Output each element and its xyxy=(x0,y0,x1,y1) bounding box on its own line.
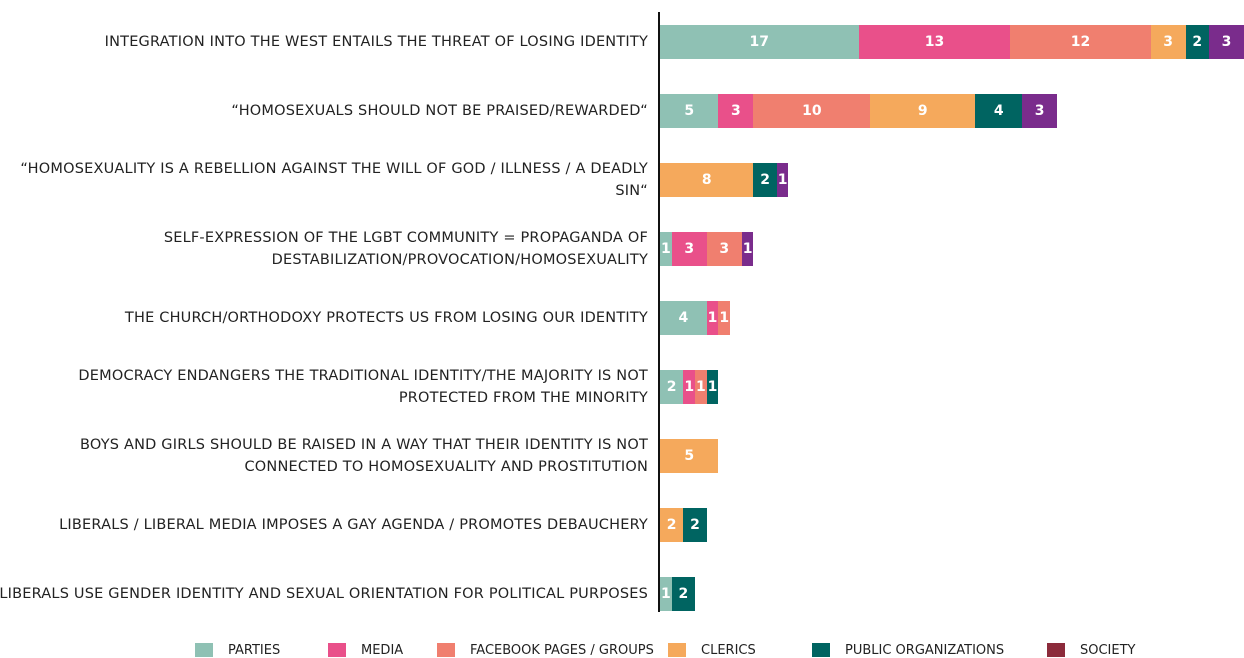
bar-segment: 1 xyxy=(683,370,696,404)
bar-segment: 5 xyxy=(660,94,719,128)
data-label: 4 xyxy=(678,310,689,326)
bar-segment: 2 xyxy=(660,508,684,542)
bar-segment: 2 xyxy=(660,370,684,404)
data-label: 3 xyxy=(719,241,730,257)
data-label: 1 xyxy=(777,172,788,188)
data-label: 2 xyxy=(760,172,770,188)
data-label: 2 xyxy=(678,586,689,602)
category-label: DEMOCRACY ENDANGERS THE TRADITIONAL IDEN… xyxy=(78,368,648,406)
bar-segment: 12 xyxy=(1010,25,1151,59)
bar-segment: 3 xyxy=(1022,94,1058,128)
data-label: 1 xyxy=(660,586,671,602)
bar-segment: 13 xyxy=(858,25,1011,59)
data-label: 3 xyxy=(1034,103,1045,119)
category-label: INTEGRATION INTO THE WEST ENTAILS THE TH… xyxy=(104,34,648,50)
data-label: 3 xyxy=(1163,34,1173,50)
category-label: “HOMOSEXUALS SHOULD NOT BE PRAISED/REWAR… xyxy=(231,103,648,119)
category-label: LIBERALS / LIBERAL MEDIA IMPOSES A GAY A… xyxy=(59,517,648,533)
legend-swatch xyxy=(195,643,213,657)
category-label: LIBERALS USE GENDER IDENTITY AND SEXUAL … xyxy=(0,586,648,602)
legend-label: FACEBOOK PAGES / GROUPS xyxy=(470,643,654,658)
bar-segment: 17 xyxy=(660,25,859,59)
bar-segment: 9 xyxy=(870,94,976,128)
legend-swatch xyxy=(668,643,686,657)
bar-segment: 3 xyxy=(706,232,742,266)
data-label: 1 xyxy=(707,310,718,326)
data-label: 1 xyxy=(707,379,718,395)
data-label: 2 xyxy=(666,379,677,395)
data-label: 5 xyxy=(684,103,695,119)
bar-segment: 2 xyxy=(683,508,707,542)
legend-label: MEDIA xyxy=(361,643,404,658)
bar-segment: 1 xyxy=(718,301,731,335)
legend-label: CLERICS xyxy=(701,643,756,658)
data-label: 1 xyxy=(719,310,730,326)
bar-segment: 3 xyxy=(1208,25,1244,59)
bar-segment: 2 xyxy=(753,163,777,197)
axis-line xyxy=(658,12,660,612)
category-label: SELF-EXPRESSION OF THE LGBT COMMUNITY = … xyxy=(163,230,648,268)
bar-segment: 1 xyxy=(660,577,672,611)
bar-segment: 1 xyxy=(706,301,719,335)
data-label: 1 xyxy=(742,241,753,257)
bar-segment: 2 xyxy=(1185,25,1209,59)
legend-label: PUBLIC ORGANIZATIONS xyxy=(845,643,1005,658)
data-label: 4 xyxy=(993,103,1004,119)
legend-swatch xyxy=(812,643,830,657)
data-label: 3 xyxy=(1221,34,1232,50)
legend-label: PARTIES xyxy=(228,643,281,658)
data-label: 12 xyxy=(1070,34,1091,50)
category-label: BOYS AND GIRLS SHOULD BE RAISED IN A WAY… xyxy=(79,437,648,475)
bar-segment: 8 xyxy=(660,163,754,197)
legend-swatch xyxy=(1047,643,1065,657)
category-label: “HOMOSEXUALITY IS A REBELLION AGAINST TH… xyxy=(20,161,648,199)
data-label: 2 xyxy=(690,517,700,533)
bar-segment: 5 xyxy=(660,439,719,473)
data-label: 13 xyxy=(924,34,945,50)
data-label: 2 xyxy=(666,517,677,533)
bar-segment: 1 xyxy=(660,232,672,266)
data-label: 3 xyxy=(731,103,741,119)
legend-label: SOCIETY xyxy=(1080,643,1136,658)
bar-segment: 3 xyxy=(1150,25,1186,59)
bar-segment: 1 xyxy=(741,232,754,266)
bar-segment: 1 xyxy=(695,370,707,404)
legend-swatch xyxy=(437,643,455,657)
data-label: 3 xyxy=(684,241,695,257)
bar-segment: 3 xyxy=(671,232,707,266)
data-label: 10 xyxy=(802,103,822,119)
bar-segment: 4 xyxy=(660,301,707,335)
data-label: 17 xyxy=(749,34,770,50)
category-label: THE CHURCH/ORTHODOXY PROTECTS US FROM LO… xyxy=(124,310,648,326)
data-label: 5 xyxy=(684,448,695,464)
data-label: 9 xyxy=(917,103,928,119)
legend-swatch xyxy=(328,643,346,657)
data-label: 2 xyxy=(1192,34,1203,50)
bar-segment: 1 xyxy=(706,370,719,404)
data-label: 1 xyxy=(695,379,706,395)
bar-segment: 2 xyxy=(671,577,696,611)
bar-segment: 10 xyxy=(753,94,871,128)
data-label: 8 xyxy=(701,172,712,188)
data-label: 1 xyxy=(660,241,671,257)
bar-segment: 3 xyxy=(718,94,754,128)
data-label: 1 xyxy=(684,379,695,395)
bar-segment: 1 xyxy=(776,163,789,197)
bar-segment: 4 xyxy=(975,94,1023,128)
